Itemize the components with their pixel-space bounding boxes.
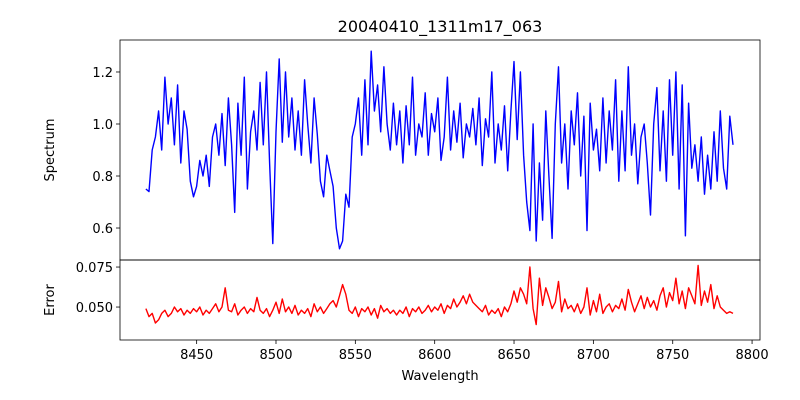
y-tick-label: 0.6 xyxy=(92,222,113,237)
x-tick-label: 8450 xyxy=(180,348,213,363)
x-tick-label: 8800 xyxy=(736,348,769,363)
x-tick-label: 8550 xyxy=(339,348,372,363)
error-series-line xyxy=(145,264,734,326)
x-tick-label: 8600 xyxy=(418,348,451,363)
y-tick-label: 0.8 xyxy=(92,170,113,185)
x-tick-label: 8750 xyxy=(656,348,689,363)
y-tick-label: 1.0 xyxy=(92,118,113,133)
error-panel-frame xyxy=(119,259,761,341)
error-y-axis-label: Error xyxy=(43,284,58,316)
x-tick-label: 8500 xyxy=(259,348,292,363)
spectrum-series-line xyxy=(145,50,734,250)
y-tick-label: 0.075 xyxy=(76,261,113,276)
chart-title: 20040410_1311m17_063 xyxy=(338,17,543,37)
x-tick-label: 8650 xyxy=(497,348,530,363)
x-tick-label: 8700 xyxy=(577,348,610,363)
y-tick-label: 1.2 xyxy=(92,66,113,81)
x-axis-label: Wavelength xyxy=(401,369,478,384)
spectrum-y-axis-label: Spectrum xyxy=(43,119,58,182)
y-tick-label: 0.050 xyxy=(76,301,113,316)
